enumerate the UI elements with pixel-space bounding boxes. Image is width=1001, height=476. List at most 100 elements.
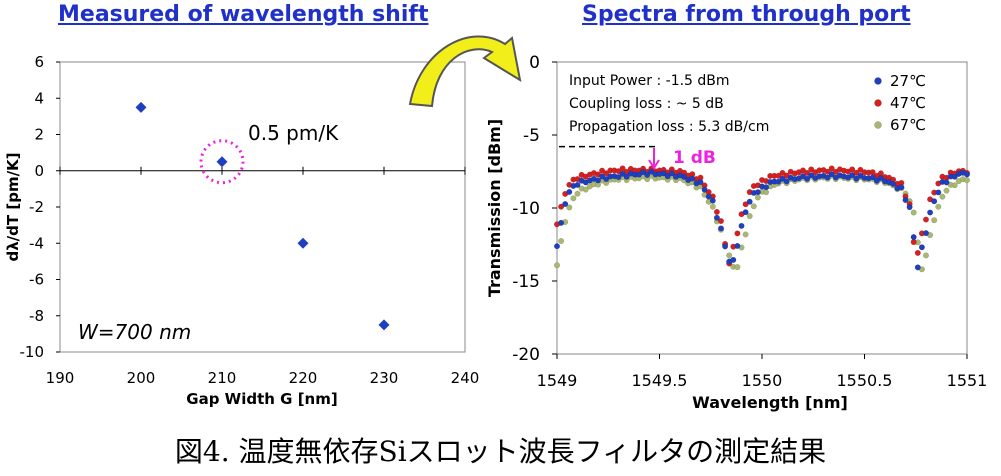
spectrum-data-point: [558, 238, 565, 245]
right-chart-title: Spectra from through port: [582, 2, 911, 27]
spectrum-data-point: [914, 249, 921, 256]
spectrum-data-point: [828, 165, 835, 172]
spectrum-data-point: [890, 180, 897, 187]
spectrum-data-point: [943, 179, 950, 186]
spectrum-data-point: [623, 173, 630, 180]
spectrum-data-point: [713, 208, 720, 215]
curved-arrow-icon: [408, 35, 522, 108]
spectrum-data-point: [734, 230, 741, 237]
left-chart-title: Measured of wavelength shift: [58, 2, 429, 27]
spectrum-data-point: [619, 170, 626, 177]
left-note: W=700 nm: [78, 320, 191, 344]
spectrum-data-point: [804, 175, 811, 182]
spectrum-data-point: [910, 234, 917, 241]
left-y-tick-label: 2: [34, 126, 44, 144]
legend-marker: [874, 77, 882, 85]
spectrum-data-point: [775, 178, 782, 185]
spectrum-data-point: [800, 173, 807, 180]
spectrum-data-point: [824, 168, 831, 175]
spectrum-data-point: [566, 188, 573, 195]
spectrum-data-point: [902, 197, 909, 204]
spectrum-data-point: [570, 195, 577, 202]
spectrum-data-point: [824, 174, 831, 181]
left-y-tick-label: 4: [34, 89, 44, 107]
right-y-tick-label: -20: [512, 345, 540, 365]
right-x-tick-label: 1550: [742, 371, 783, 390]
right-x-tick-label: 1550.5: [837, 371, 893, 390]
spectrum-data-point: [808, 172, 815, 179]
left-y-axis-label: dλ/dT [pm/K]: [4, 152, 22, 261]
spectrum-data-point: [558, 219, 565, 226]
spectrum-data-point: [718, 225, 725, 232]
spectrum-data-point: [783, 178, 790, 185]
spectrum-data-point: [927, 209, 934, 216]
spectrum-data-point: [603, 170, 610, 177]
right-x-tick-label: 1549.5: [632, 371, 688, 390]
legend-marker: [874, 99, 882, 107]
spectrum-data-point: [779, 169, 786, 176]
spectrum-data-point: [754, 194, 761, 201]
spectrum-data-point: [722, 243, 729, 250]
left-x-axis-label: Gap Width G [nm]: [186, 390, 337, 408]
right-y-tick-label: 0: [529, 53, 540, 73]
left-y-tick-label: -10: [20, 343, 45, 361]
one-db-label: 1 dB: [673, 148, 716, 168]
spectrum-data-point: [869, 174, 876, 181]
spectrum-data-point: [713, 214, 720, 221]
spectrum-data-point: [746, 213, 753, 220]
spectrum-data-point: [935, 203, 942, 210]
spectrum-data-point: [951, 182, 958, 189]
spectrum-data-point: [660, 170, 667, 177]
spectrum-data-point: [914, 264, 921, 271]
spectrum-data-point: [775, 172, 782, 179]
data-point-marker: [135, 101, 147, 113]
left-x-tick-label: 220: [289, 369, 318, 387]
spectrum-data-point: [742, 201, 749, 208]
spectrum-data-point: [849, 166, 856, 173]
spectrum-data-point: [615, 168, 622, 175]
spectrum-data-point: [603, 176, 610, 183]
spectrum-data-point: [906, 204, 913, 211]
spectrum-data-point: [943, 187, 950, 194]
spectrum-data-point: [779, 175, 786, 182]
highlight-circle: [199, 139, 245, 185]
spectrum-data-point: [689, 175, 696, 182]
info-input-power: Input Power : -1.5 dBm: [569, 73, 730, 89]
spectrum-data-point: [935, 189, 942, 196]
right-y-tick-label: -5: [523, 126, 540, 146]
spectrum-data-point: [644, 171, 651, 178]
spectrum-data-point: [574, 181, 581, 188]
spectrum-data-point: [923, 230, 930, 237]
spectrum-data-point: [636, 171, 643, 178]
figure-canvas: 190 200 210 220 230 240 6 4 2 0 -2 -4 -6 -8 -10 0.5 p…: [4, 35, 988, 412]
spectrum-data-point: [718, 218, 725, 225]
right-x-axis-label: Wavelength [nm]: [692, 393, 848, 412]
spectrum-data-point: [918, 244, 925, 251]
right-x-tick-label: 1549: [537, 371, 578, 390]
data-point-marker: [297, 237, 309, 249]
spectrum-data-point: [754, 189, 761, 196]
spectrum-data-point: [939, 193, 946, 200]
left-annotation: 0.5 pm/K: [248, 121, 339, 145]
wavelength-shift-chart: 190 200 210 220 230 240 6 4 2 0 -2 -4 -6 -8 -10 0.5 p…: [4, 53, 479, 408]
spectrum-data-point: [599, 167, 606, 174]
info-propagation-loss: Propagation loss : 5.3 dB/cm: [569, 119, 769, 135]
left-y-tick-label: -2: [29, 198, 44, 216]
spectrum-data-point: [709, 197, 716, 204]
left-y-tick-label: -6: [29, 271, 44, 289]
spectrum-data-point: [705, 193, 712, 200]
spectrum-data-point: [910, 209, 917, 216]
spectrum-data-point: [648, 168, 655, 175]
spectrum-data-point: [730, 256, 737, 263]
spectrum-data-point: [664, 173, 671, 180]
one-db-arrow-icon: [648, 159, 660, 170]
spectrum-data-point: [595, 177, 602, 184]
spectrum-data-point: [742, 231, 749, 238]
spectrum-data-point: [873, 177, 880, 184]
left-x-tick-label: 210: [208, 369, 237, 387]
right-x-tick-label: 1551: [947, 371, 988, 390]
spectrum-data-point: [964, 171, 971, 178]
spectrum-data-point: [931, 198, 938, 205]
spectrum-data-point: [681, 173, 688, 180]
right-y-tick-label: -15: [512, 272, 540, 292]
